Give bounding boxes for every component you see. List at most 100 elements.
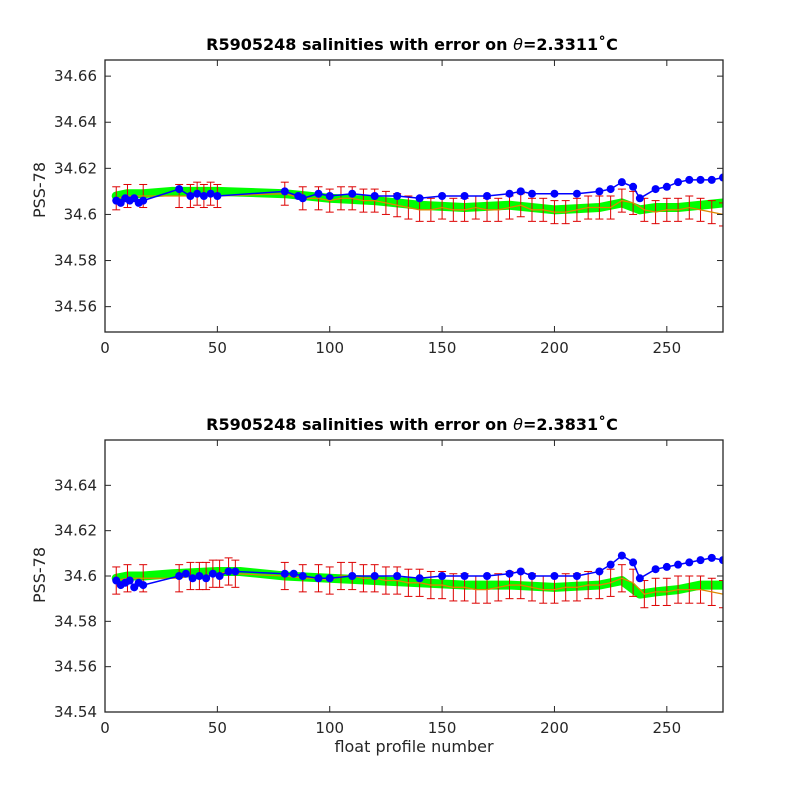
float-point-top (393, 192, 402, 200)
x-tick-label-bottom: 0 (100, 719, 110, 737)
float-point-top (280, 187, 289, 196)
float-point-bottom (438, 572, 447, 580)
y-tick-label-bottom: 34.64 (54, 476, 97, 494)
x-tick-label-bottom: 100 (315, 719, 344, 737)
float-point-bottom (662, 562, 671, 571)
float-point-bottom (215, 572, 224, 580)
chart-bottom: R5905248 salinities with error on θ=2.38… (30, 415, 724, 756)
float-point-bottom (208, 569, 217, 578)
float-point-top (527, 189, 536, 198)
float-point-top (685, 175, 694, 184)
chart-title-top: R5905248 salinities with error on θ=2.33… (206, 35, 618, 54)
float-point-bottom (202, 574, 211, 583)
float-point-bottom (651, 565, 660, 574)
float-point-bottom (606, 560, 615, 569)
float-point-top (139, 196, 148, 205)
float-point-top (572, 189, 581, 198)
float-point-bottom (325, 574, 334, 583)
float-point-bottom (550, 572, 559, 580)
float-point-bottom (125, 576, 134, 585)
y-tick-label-top: 34.66 (54, 67, 97, 85)
y-axis-label-top: PSS-78 (30, 162, 49, 218)
float-point-bottom (572, 572, 581, 580)
float-point-top (298, 194, 307, 203)
y-tick-label-bottom: 34.6 (64, 567, 97, 585)
y-tick-label-top: 34.64 (54, 113, 97, 131)
float-point-bottom (719, 556, 723, 565)
y-tick-label-bottom: 34.62 (54, 522, 97, 540)
float-point-top (606, 185, 615, 194)
y-tick-label-top: 34.56 (54, 298, 97, 316)
x-tick-label-top: 0 (100, 339, 110, 357)
axes-box-top (104, 59, 724, 333)
float-point-top (696, 175, 705, 184)
float-point-bottom (224, 567, 233, 576)
float-point-bottom (635, 574, 644, 583)
float-point-top (206, 189, 215, 198)
title-suffix-top: =2.3311˚C (523, 35, 618, 54)
float-point-bottom (139, 581, 148, 590)
title-prefix-top: R5905248 salinities with error on (206, 35, 513, 54)
float-point-top (186, 192, 195, 200)
float-point-bottom (393, 572, 402, 580)
float-point-top (635, 194, 644, 203)
float-point-top (516, 187, 525, 196)
float-point-top (175, 185, 184, 194)
float-point-bottom (289, 569, 298, 578)
float-point-top (438, 192, 447, 200)
float-point-top (674, 178, 683, 187)
float-point-top (370, 192, 379, 200)
float-point-top (629, 182, 638, 191)
float-point-bottom (460, 572, 469, 580)
float-point-top (505, 189, 514, 198)
float-point-top (199, 192, 208, 200)
title-symbol-bottom: θ (513, 415, 523, 434)
float-point-bottom (415, 574, 424, 583)
float-point-top (662, 182, 671, 191)
float-point-bottom (231, 567, 240, 576)
y-tick-label-bottom: 34.56 (54, 658, 97, 676)
x-tick-label-top: 100 (315, 339, 344, 357)
x-axis-label-bottom: float profile number (334, 737, 494, 756)
x-tick-label-top: 200 (540, 339, 569, 357)
float-point-bottom (707, 553, 716, 562)
y-axis-label-bottom: PSS-78 (30, 547, 49, 603)
float-point-bottom (175, 572, 184, 580)
float-point-top (707, 175, 716, 184)
float-point-bottom (674, 560, 683, 569)
float-point-bottom (370, 572, 379, 580)
x-tick-label-bottom: 250 (652, 719, 681, 737)
float-point-top (617, 178, 626, 187)
x-tick-label-top: 50 (208, 339, 227, 357)
float-point-bottom (516, 567, 525, 576)
float-point-top (550, 189, 559, 198)
float-point-top (325, 192, 334, 200)
float-point-top (460, 192, 469, 200)
plot-area-bottom: 0 50 100 150 200 250 34.54 34.56 34.58 34.6 34.62 3… (54, 439, 724, 737)
float-point-bottom (348, 572, 357, 580)
chart-title-bottom: R5905248 salinities with error on θ=2.38… (206, 415, 618, 434)
x-tick-label-top: 250 (652, 339, 681, 357)
series-group-top (111, 173, 723, 227)
float-point-bottom (181, 569, 190, 578)
y-tick-label-top: 34.62 (54, 159, 97, 177)
y-tick-label-bottom: 34.54 (54, 703, 97, 721)
float-point-top (348, 189, 357, 198)
float-point-top (719, 173, 723, 182)
float-point-bottom (696, 556, 705, 565)
float-point-top (415, 194, 424, 203)
float-point-bottom (685, 558, 694, 567)
float-point-bottom (280, 569, 289, 578)
x-tick-label-bottom: 150 (428, 719, 457, 737)
float-point-bottom (505, 569, 514, 578)
float-point-top (314, 189, 323, 198)
plot-area-top: 0 50 100 150 200 250 34.56 34.58 34.6 34.62 34.64 3… (54, 59, 724, 357)
float-point-top (595, 187, 604, 196)
y-tick-label-top: 34.6 (64, 205, 97, 223)
y-tick-label-top: 34.58 (54, 252, 97, 270)
float-point-bottom (617, 551, 626, 560)
float-point-bottom (629, 558, 638, 567)
float-point-top (651, 185, 660, 194)
float-point-bottom (595, 567, 604, 576)
